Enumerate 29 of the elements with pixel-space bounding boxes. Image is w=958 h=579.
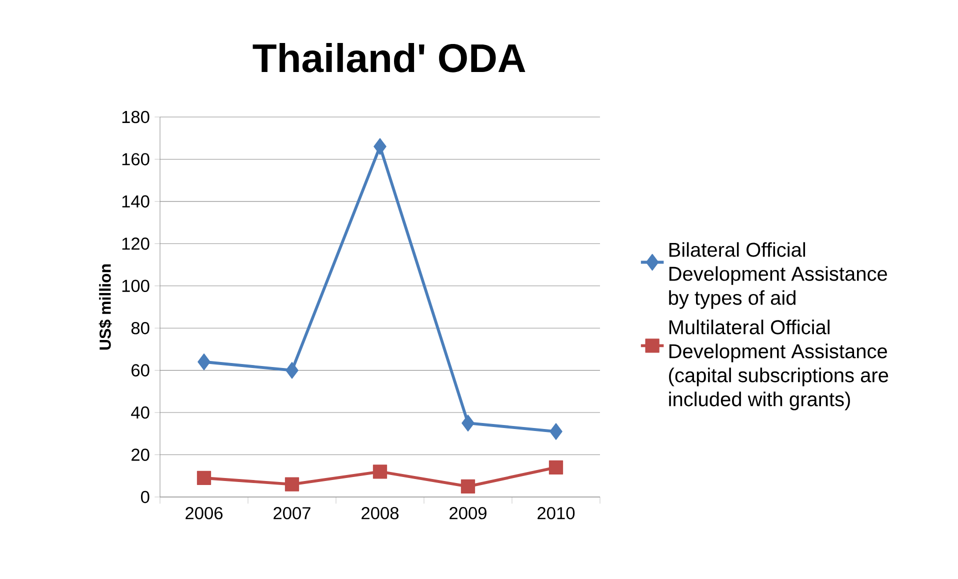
x-tick-label: 2007 xyxy=(274,507,310,520)
y-tick-label: 160 xyxy=(122,153,150,166)
point xyxy=(460,479,476,494)
point xyxy=(550,423,562,440)
y-tick-label: 20 xyxy=(132,448,150,461)
y-tick-label: 0 xyxy=(140,490,150,504)
y-tick-label: 180 xyxy=(122,110,150,124)
x-tick-label: 2010 xyxy=(538,507,575,520)
point xyxy=(286,362,298,379)
x-tick-label: 2009 xyxy=(450,507,486,520)
legend-label: Bilateral Official Development Assistance by types of aid xyxy=(669,242,887,309)
x-tick-label: 2006 xyxy=(186,507,223,520)
point xyxy=(284,477,300,492)
y-tick-label: 40 xyxy=(131,406,150,419)
legend-label: Multilateral Official Development Assistance (capital subscriptions are included with grants) xyxy=(669,320,888,410)
point xyxy=(462,414,474,432)
y-tick-label: 140 xyxy=(122,195,150,208)
point xyxy=(372,464,388,479)
y-tick-label: 100 xyxy=(122,280,150,292)
x-tick-label: 2008 xyxy=(362,507,399,520)
y-axis-title: US$ million xyxy=(98,264,112,350)
y-tick-label: 120 xyxy=(122,238,150,250)
point xyxy=(196,470,212,486)
chart-title: Thailand' ODA xyxy=(252,42,526,72)
y-tick-label: 60 xyxy=(132,364,150,376)
y-tick-label: 80 xyxy=(131,322,150,334)
point xyxy=(198,353,210,370)
point xyxy=(548,460,564,474)
point xyxy=(374,138,386,155)
